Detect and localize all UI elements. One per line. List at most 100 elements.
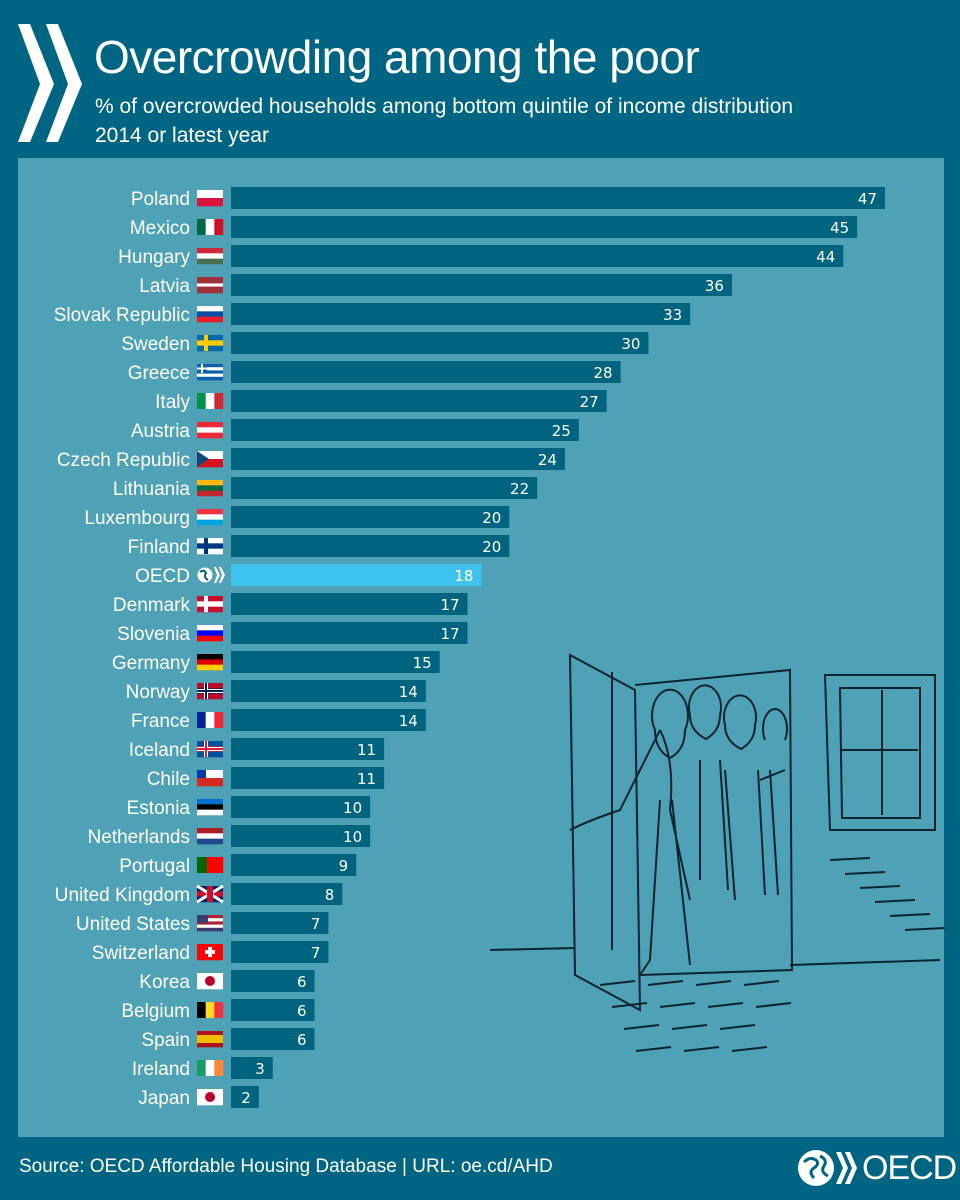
bar: [231, 1086, 259, 1108]
bar-value-label: 14: [399, 712, 418, 730]
oecd-wordmark: OECD: [862, 1148, 957, 1187]
sketch-shadow-line: [659, 1002, 696, 1008]
category-label: Poland: [131, 189, 190, 210]
bar: [231, 999, 315, 1021]
flag-icon: [197, 973, 223, 990]
bar-value-label: 7: [311, 915, 321, 933]
bar-value-label: 11: [357, 741, 376, 759]
sketch-shadow-line: [755, 1002, 792, 1008]
flag-icon: [197, 451, 223, 468]
bar-value-label: 44: [816, 248, 835, 266]
bar-row: 27 Italy: [155, 390, 607, 413]
sketch-shadow-line: [671, 1024, 708, 1030]
bar-row: 36 Latvia: [139, 274, 732, 297]
category-label: United States: [76, 914, 190, 935]
sketch-line: [639, 799, 691, 976]
bar-value-label: 22: [510, 480, 529, 498]
oecd-chevrons-icon: [18, 24, 82, 142]
bar-value-label: 30: [621, 335, 640, 353]
sketch-shadow-line: [683, 1046, 720, 1052]
bar: [231, 680, 426, 702]
flag-icon: [197, 248, 223, 265]
flag-icon: [197, 857, 224, 873]
category-label: Greece: [128, 363, 190, 384]
bar: [231, 622, 468, 644]
bar: [231, 970, 315, 992]
bar: [231, 390, 607, 412]
bar-value-label: 20: [482, 538, 501, 556]
category-label: Netherlands: [88, 827, 190, 848]
bar: [231, 187, 885, 209]
flag-icon: [197, 1060, 224, 1076]
bar-row: 25 Austria: [131, 419, 579, 442]
sketch-shadow-line: [874, 899, 916, 903]
bar: [231, 361, 621, 383]
bar-value-label: 36: [705, 277, 724, 295]
flag-icon: [197, 364, 223, 381]
sketch-line: [651, 688, 689, 760]
flag-icon: [197, 1031, 223, 1048]
sketch-line: [723, 694, 766, 901]
bar-row: 17 Denmark: [113, 593, 468, 616]
bar-value-label: 24: [538, 451, 557, 469]
bar-row: 22 Lithuania: [113, 477, 538, 500]
bar-value-label: 17: [440, 625, 459, 643]
flag-icon: [197, 538, 223, 555]
sketch-shadow-line: [635, 1046, 672, 1052]
bar-value-label: 6: [297, 973, 307, 991]
bar: [231, 767, 385, 789]
bar-value-label: 3: [255, 1060, 265, 1078]
bar: [231, 883, 343, 905]
bar-value-label: 6: [297, 1031, 307, 1049]
category-label: Belgium: [121, 1001, 190, 1022]
bar-value-label: 17: [440, 596, 459, 614]
bar-row: 2 Japan: [138, 1086, 259, 1109]
category-label: Spain: [141, 1030, 190, 1051]
bar-row: 47 Poland: [131, 187, 885, 210]
sketch-shadow-line: [599, 980, 636, 986]
chart-subtitle: % of overcrowded households among bottom…: [95, 92, 793, 150]
category-label: Luxembourg: [84, 508, 190, 529]
sketch-line: [759, 707, 788, 896]
category-label: United Kingdom: [55, 885, 190, 906]
bar-row: 24 Czech Republic: [57, 448, 565, 471]
sketch-shadow-line: [904, 927, 946, 931]
bar: [231, 738, 385, 760]
flag-icon: [197, 480, 223, 497]
bar-value-label: 25: [552, 422, 571, 440]
flag-icon: [197, 915, 223, 932]
sketch-shadow-line: [707, 1002, 744, 1008]
category-label: Chile: [147, 769, 190, 790]
sketch-shadow-line: [731, 1046, 768, 1052]
bar: [231, 651, 440, 673]
sketch-shadow-line: [743, 980, 780, 986]
sketch-shadow-line: [889, 913, 931, 917]
bar: [231, 709, 426, 731]
bar: [231, 941, 329, 963]
category-label: Czech Republic: [57, 450, 190, 471]
bar-row: 45 Mexico: [130, 216, 858, 239]
sketch-shadow-line: [611, 1002, 648, 1008]
bar-value-label: 47: [858, 190, 877, 208]
bar-row: 9 Portugal: [119, 854, 357, 877]
bar-row: 8 United Kingdom: [55, 883, 343, 906]
bar: [231, 245, 844, 267]
sketch-shadow-line: [829, 857, 871, 861]
category-label: Finland: [128, 537, 190, 558]
bar: [231, 912, 329, 934]
bar: [231, 564, 482, 586]
illustration-crowded-doorway: [489, 653, 946, 1052]
flag-icon: [197, 335, 223, 352]
globe-icon: [798, 1150, 857, 1186]
bar-row: 6 Belgium: [121, 999, 315, 1022]
bar-value-label: 27: [580, 393, 599, 411]
category-label: Estonia: [127, 798, 191, 819]
bar-row: 30 Sweden: [121, 332, 649, 355]
bar-value-label: 14: [399, 683, 418, 701]
bar-value-label: 6: [297, 1002, 307, 1020]
sketch-line: [688, 684, 729, 891]
sketch-line: [634, 668, 794, 976]
bar-row: 20 Luxembourg: [84, 506, 510, 529]
bar-value-label: 18: [454, 567, 473, 585]
bar: [231, 593, 468, 615]
